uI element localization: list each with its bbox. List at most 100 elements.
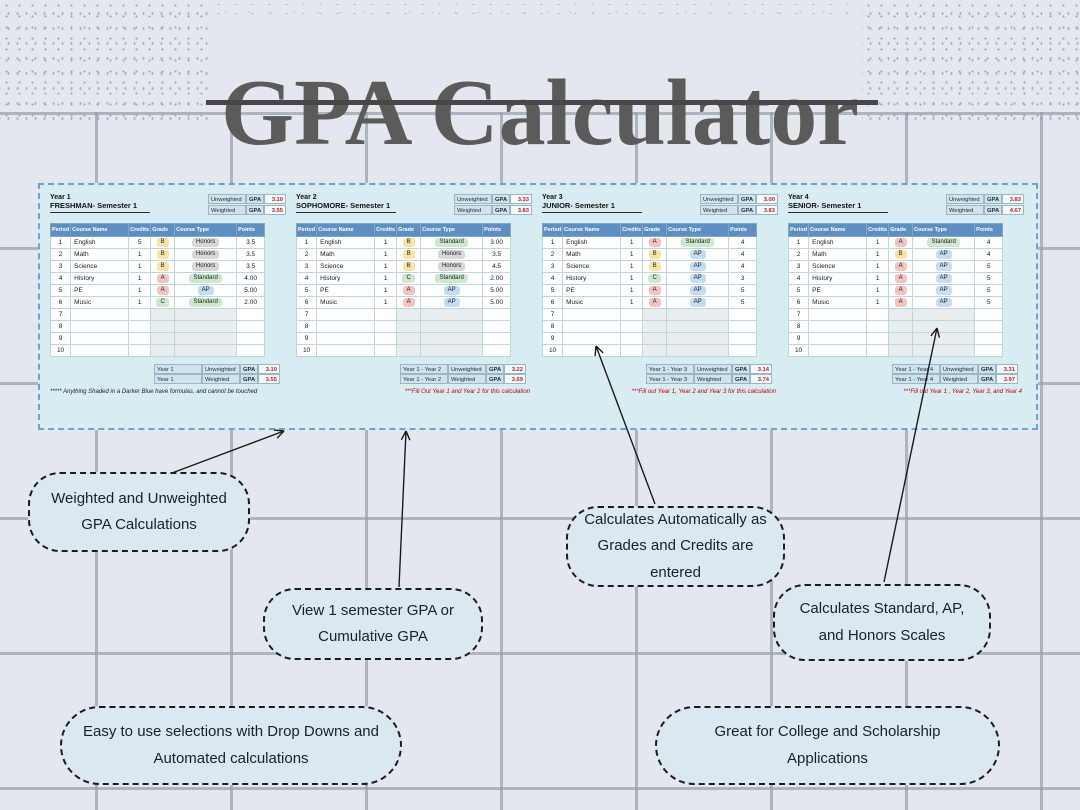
semester-label: JUNIOR- Semester 1 (542, 201, 615, 210)
gpa-label: GPA (492, 194, 510, 204)
grade-chip: A (156, 286, 169, 295)
grade-chip: A (648, 238, 661, 247)
column-header: Period (49, 223, 72, 237)
course-type-chip: Standard (189, 298, 222, 307)
footnote: ***** Anything Shaded in a Darker Blue h… (50, 389, 258, 395)
column-header: Course Name (562, 223, 622, 237)
course-type-chip: AP (443, 286, 460, 295)
course-row: 7 (295, 308, 512, 321)
unweighted-gpa-row: Unweighted GPA 3.00 (700, 194, 778, 204)
weighted-gpa-row: Weighted GPA 3.55 (208, 205, 286, 215)
summary-weighted-row: Year 1 Weighted GPA 3.55 (154, 374, 280, 384)
callout-weighted-unweighted-gpa: Weighted and Unweighted GPA Calculations (28, 472, 250, 552)
grade-chip: B (648, 250, 661, 259)
gpa-label: GPA (978, 374, 996, 384)
callout-dropdowns: Easy to use selections with Drop Downs a… (60, 706, 402, 785)
weighted-label: Weighted (208, 205, 246, 215)
course-table: Period Course Name Credits Grade Course … (541, 223, 758, 357)
gpa-label: GPA (738, 205, 756, 215)
grade-chip: B (402, 238, 415, 247)
summary-unweighted-value: 3.31 (996, 364, 1018, 374)
course-row: 2 Math 1 B Honors 3.5 (295, 248, 512, 261)
grade-chip: A (894, 238, 907, 247)
grade-chip: C (402, 274, 415, 283)
year-label: Year 1 (50, 194, 71, 201)
footnote: ***Fill out Year 1, Year 2 and Year 3 fo… (631, 389, 776, 395)
course-type-chip: AP (689, 286, 706, 295)
column-header: Grade (888, 223, 914, 237)
title-underline (206, 100, 878, 105)
course-type-chip: Standard (435, 238, 468, 247)
gpa-label: GPA (492, 205, 510, 215)
course-row: 6 Music 1 A AP 5.00 (295, 296, 512, 309)
unweighted-label: Unweighted (700, 194, 738, 204)
weighted-label: Weighted (448, 374, 486, 384)
grade-chip: C (648, 274, 661, 283)
gpa-label: GPA (246, 205, 264, 215)
course-row: 6 Music 1 A AP 5 (541, 296, 758, 309)
course-type-chip: AP (935, 286, 952, 295)
weighted-label: Weighted (940, 374, 978, 384)
unweighted-gpa-value: 3.33 (510, 194, 532, 204)
gpa-label: GPA (984, 205, 1002, 215)
weighted-label: Weighted (946, 205, 984, 215)
grade-chip: A (648, 286, 661, 295)
column-header: Course Type (912, 223, 976, 237)
column-header: Grade (150, 223, 176, 237)
course-row: 4 History 1 C AP 3 (541, 272, 758, 285)
weighted-gpa-value: 3.83 (756, 205, 778, 215)
summary-range-label: Year 1 - Year 3 (646, 364, 694, 374)
unweighted-label: Unweighted (208, 194, 246, 204)
course-type-chip: AP (689, 262, 706, 271)
course-row: 8 (295, 320, 512, 333)
weighted-label: Weighted (454, 205, 492, 215)
grade-chip: B (156, 238, 169, 247)
semester-label: SENIOR- Semester 1 (788, 201, 862, 210)
year-section: Year 2 SOPHOMORE- Semester 1 Unweighted … (295, 194, 532, 419)
column-header: Period (295, 223, 318, 237)
summary-unweighted-value: 3.14 (750, 364, 772, 374)
grade-chip: B (402, 250, 415, 259)
grade-chip: A (894, 274, 907, 283)
summary-unweighted-row: Year 1 - Year 4 Unweighted GPA 3.31 (892, 364, 1018, 374)
summary-unweighted-row: Year 1 Unweighted GPA 3.10 (154, 364, 280, 374)
weighted-gpa-value: 4.67 (1002, 205, 1024, 215)
speckle-texture (862, 0, 1080, 125)
course-type-chip: AP (935, 274, 952, 283)
course-type-chip: Honors (191, 238, 220, 247)
grade-chip: A (894, 262, 907, 271)
summary-range-label: Year 1 - Year 2 (400, 364, 448, 374)
course-type-chip: Honors (437, 262, 466, 271)
column-header-row: Period Course Name Credits Grade Course … (49, 223, 266, 237)
column-header: Points (236, 223, 266, 237)
semester-label: SOPHOMORE- Semester 1 (296, 201, 391, 210)
course-row: 1 English 1 B Standard 3.00 (295, 236, 512, 249)
course-row: 9 (787, 332, 1004, 345)
course-row: 5 PE 1 A AP 5.00 (295, 284, 512, 297)
course-row: 4 History 1 A Standard 4.00 (49, 272, 266, 285)
course-row: 2 Math 1 B Honors 3.5 (49, 248, 266, 261)
footnote: ***Fill out Year 1 , Year 2, Year 3, and… (903, 389, 1022, 395)
course-type-chip: Standard (435, 274, 468, 283)
course-type-chip: AP (935, 262, 952, 271)
course-row: 7 (787, 308, 1004, 321)
year-label: Year 4 (788, 194, 809, 201)
gpa-label: GPA (486, 364, 504, 374)
course-row: 5 PE 1 A AP 5.00 (49, 284, 266, 297)
course-row: 10 (787, 344, 1004, 357)
unweighted-gpa-row: Unweighted GPA 3.10 (208, 194, 286, 204)
column-header: Course Name (316, 223, 376, 237)
gpa-summary: Year 1 - Year 4 Unweighted GPA 3.31 Year… (892, 364, 1018, 384)
summary-range-label: Year 1 - Year 4 (892, 374, 940, 384)
gpa-label: GPA (732, 364, 750, 374)
column-header: Credits (620, 223, 644, 237)
unweighted-gpa-row: Unweighted GPA 3.33 (454, 194, 532, 204)
course-row: 8 (787, 320, 1004, 333)
course-row: 7 (49, 308, 266, 321)
grade-chip: A (156, 274, 169, 283)
weighted-gpa-row: Weighted GPA 3.83 (700, 205, 778, 215)
year-header: Year 1 FRESHMAN- Semester 1 Unweighted G… (50, 194, 286, 215)
column-header: Credits (866, 223, 890, 237)
course-row: 2 Math 1 B AP 4 (541, 248, 758, 261)
course-type-chip: AP (689, 298, 706, 307)
